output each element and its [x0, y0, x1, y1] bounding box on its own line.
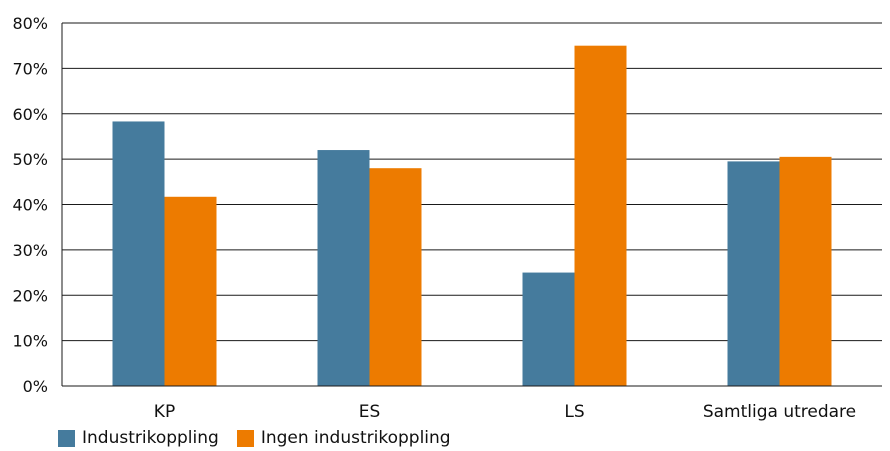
y-tick-label-8: 80%	[12, 14, 48, 33]
y-tick-label-3: 30%	[12, 241, 48, 260]
legend-swatch-industrikoppling	[58, 429, 75, 447]
x-tick-label-0: KP	[154, 402, 175, 422]
y-tick-label-1: 10%	[12, 332, 48, 351]
legend-label-industrikoppling: Industrikoppling	[82, 428, 219, 448]
x-tick-label-3: Samtliga utredare	[703, 402, 856, 422]
bar-samtliga-utredare-series-1	[779, 156, 832, 386]
y-tick-label-2: 20%	[12, 286, 48, 305]
legend-item-industrikoppling: Industrikoppling	[58, 428, 219, 448]
legend-item-ingen-industrikoppling: Ingen industrikoppling	[236, 428, 451, 448]
bar-kp-series-1	[164, 196, 217, 386]
x-tick-label-2: LS	[564, 402, 584, 422]
x-axis-tick-labels: KP ES LS Samtliga utredare	[154, 402, 856, 422]
y-tick-label-4: 40%	[12, 196, 48, 215]
y-tick-label-5: 50%	[12, 150, 48, 169]
legend-swatch-ingen-industrikoppling	[236, 429, 254, 447]
legend: Industrikoppling Ingen industrikoppling	[58, 428, 451, 448]
y-axis-tick-labels: 0% 10% 20% 30% 40% 50% 60% 70% 80%	[12, 14, 48, 396]
y-tick-label-7: 70%	[12, 59, 48, 78]
bar-samtliga-utredare-series-0	[727, 161, 780, 386]
bar-ls-series-0	[522, 272, 575, 386]
bar-es-series-0	[317, 150, 370, 386]
bars	[112, 45, 832, 387]
x-tick-label-1: ES	[359, 402, 381, 422]
legend-label-ingen-industrikoppling: Ingen industrikoppling	[260, 428, 451, 448]
bar-kp-series-0	[112, 121, 165, 387]
bar-es-series-1	[369, 168, 422, 386]
bar-ls-series-1	[574, 45, 627, 386]
y-tick-label-0: 0%	[23, 377, 48, 396]
y-tick-label-6: 60%	[12, 105, 48, 124]
